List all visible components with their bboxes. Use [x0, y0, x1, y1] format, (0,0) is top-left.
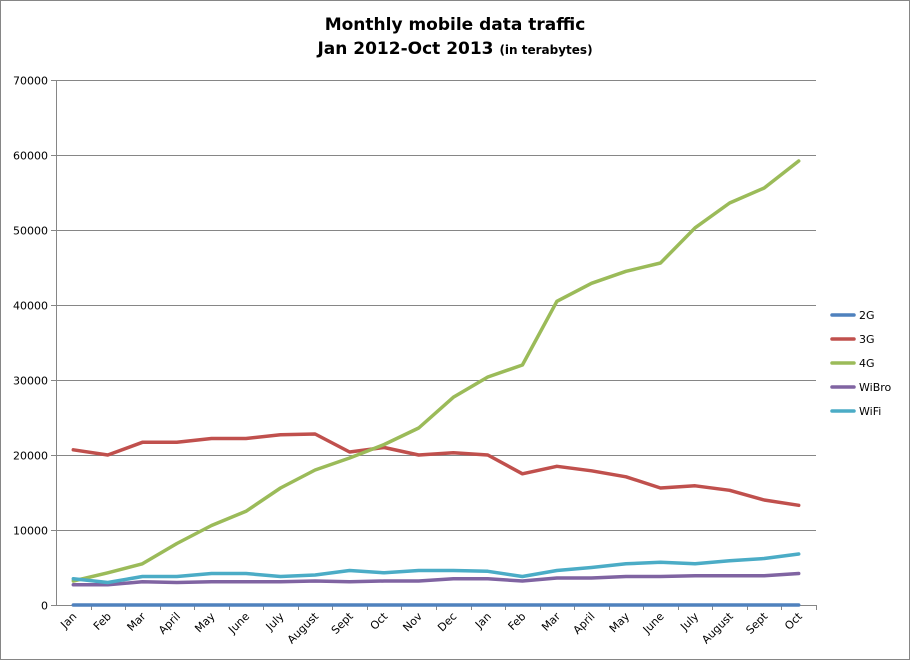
x-tick-label: Jan	[57, 610, 79, 632]
chart-title: Monthly mobile data traffic Jan 2012-Oct…	[1, 13, 909, 62]
y-tick-label: 70000	[13, 75, 48, 88]
series-line-3g	[71, 432, 801, 508]
x-tick-label: August	[699, 609, 736, 646]
y-tick-label: 40000	[13, 300, 48, 313]
y-tick-label: 20000	[13, 450, 48, 463]
x-tick-label: April	[571, 610, 598, 637]
x-tick-label: Mar	[125, 610, 149, 634]
legend-label: 2G	[859, 309, 875, 322]
y-tick-label: 50000	[13, 225, 48, 238]
subtitle: Jan 2012-Oct 2013	[317, 39, 494, 59]
x-tick-label: May	[607, 610, 633, 636]
x-tick-label: Dec	[435, 610, 459, 634]
title-line: Monthly mobile data traffic	[324, 15, 586, 35]
legend-label: 3G	[859, 333, 875, 346]
series-line-wifi	[71, 552, 801, 585]
x-tick-label: Sept	[329, 609, 356, 636]
x-tick-label: Oct	[782, 609, 805, 632]
x-tick-label: June	[640, 610, 667, 637]
series-line-4g	[71, 159, 801, 583]
x-tick-label: April	[156, 610, 183, 637]
x-tick-label: May	[192, 610, 218, 636]
series-line-wibro	[71, 571, 801, 587]
legend-label: WiFi	[859, 405, 881, 418]
x-tick-label: Oct	[368, 609, 391, 632]
subtitle-note: (in terabytes)	[499, 43, 593, 57]
x-tick-label: Feb	[506, 610, 529, 633]
y-tick-label: 0	[41, 600, 48, 613]
legend-label: 4G	[859, 357, 875, 370]
legend-label: WiBro	[859, 381, 892, 394]
x-tick-label: Nov	[400, 610, 425, 635]
x-tick-label: Mar	[539, 610, 563, 634]
x-tick-label: July	[263, 610, 287, 634]
y-tick-label: 60000	[13, 150, 48, 163]
x-tick-label: August	[285, 609, 322, 646]
y-tick-label: 30000	[13, 375, 48, 388]
x-tick-label: July	[677, 610, 701, 634]
y-tick-label: 10000	[13, 525, 48, 538]
x-tick-label: Sept	[743, 609, 770, 636]
x-tick-label: Feb	[91, 610, 114, 633]
x-tick-label: Jan	[472, 610, 494, 632]
subtitle-line: Jan 2012-Oct 2013 (in terabytes)	[1, 37, 909, 62]
x-tick-label: June	[225, 610, 252, 637]
